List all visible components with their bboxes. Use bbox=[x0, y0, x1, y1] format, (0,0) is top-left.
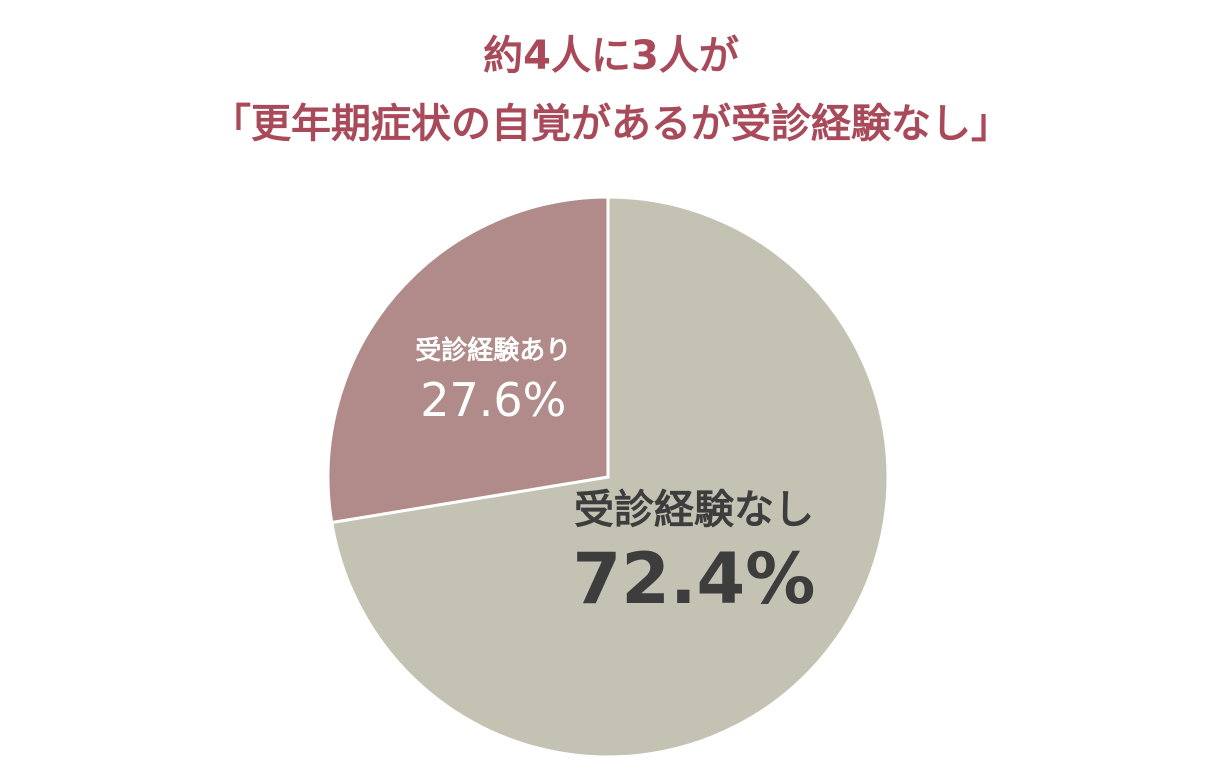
chart-title: 「更年期症状の自覚があるが受診経験なし」 bbox=[211, 101, 1011, 147]
slice-label: 受診経験あり bbox=[415, 335, 571, 366]
value-label: 72.4% bbox=[573, 538, 816, 620]
value-label: 27.6% bbox=[420, 373, 566, 427]
chart-title: 約4人に3人が bbox=[483, 33, 739, 79]
pie-slice bbox=[326, 195, 610, 525]
pie-slice bbox=[330, 195, 890, 759]
slice-label: 受診経験なし bbox=[574, 487, 814, 533]
